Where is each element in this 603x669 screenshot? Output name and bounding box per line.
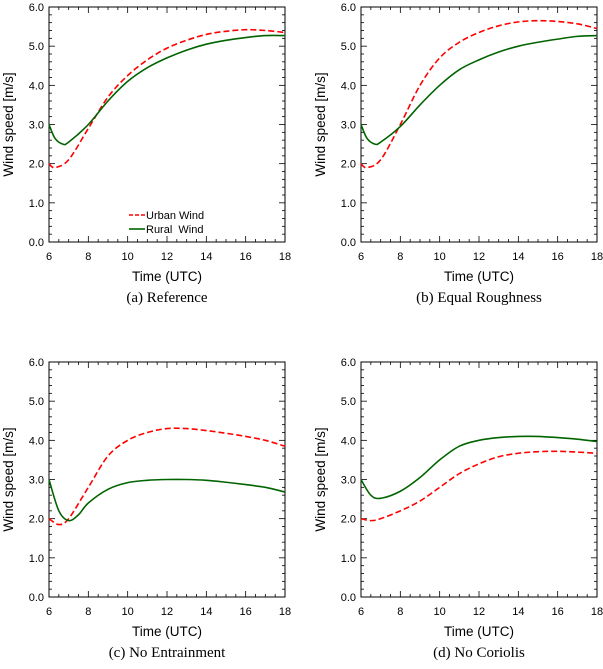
x-tick-label: 6 [358,606,364,618]
plot-frame [48,6,286,243]
x-tick-label: 18 [591,251,603,263]
y-tick-label: 6.0 [29,2,44,14]
x-tick-label: 16 [240,251,252,263]
y-tick-label: 1.0 [341,553,356,565]
panel-c: 6 8 10 12 14 16 18 0.0 1.0 2.0 3.0 4.0 5.0 6.0 Time (U… [1,357,291,661]
y-tick-label: 3.0 [341,475,356,487]
legend-rural-label: Rural Wind [146,224,203,236]
y-tick-label: 6.0 [29,357,44,369]
panel-caption: (d) No Coriolis [433,645,525,661]
rural-wind-line [360,34,598,146]
x-tick-label: 16 [552,606,564,618]
panel-b: 6 8 10 12 14 16 18 0.0 1.0 2.0 3.0 4.0 5.0 6.0 Time (U… [313,2,603,306]
plot-frame [360,361,598,598]
x-tick-label: 16 [240,606,252,618]
x-tick-label: 10 [434,251,446,263]
y-axis-label: Wind speed [m/s] [313,72,328,176]
x-tick-label: 10 [122,606,134,618]
x-axis-label: Time (UTC) [444,624,514,639]
x-tick-label: 10 [122,251,134,263]
x-tick-label: 14 [512,606,524,618]
x-tick-label: 12 [161,606,173,618]
x-tick-label: 18 [279,251,291,263]
plot-frame [360,6,598,243]
y-tick-label: 2.0 [341,514,356,526]
y-tick-label: 5.0 [341,41,356,53]
y-tick-label: 0.0 [341,237,356,249]
urban-wind-line [360,450,598,522]
x-tick-label: 8 [85,606,91,618]
panel-d: 6 8 10 12 14 16 18 0.0 1.0 2.0 3.0 4.0 5.0 6.0 Time (U… [313,357,603,661]
x-axis-label: Time (UTC) [132,269,202,284]
x-tick-label: 6 [46,606,52,618]
y-tick-label: 4.0 [29,80,44,92]
y-tick-label: 6.0 [341,357,356,369]
x-tick-label: 12 [473,606,485,618]
y-axis-label: Wind speed [m/s] [1,427,16,531]
x-tick-label: 18 [591,606,603,618]
x-axis-label: Time (UTC) [132,624,202,639]
x-tick-label: 12 [161,251,173,263]
panel-a: 6 8 10 12 14 16 18 0.0 1.0 2.0 3.0 4.0 5.0 6.0 Time (U… [1,2,291,306]
x-tick-label: 6 [46,251,52,263]
y-tick-label: 5.0 [29,396,44,408]
y-tick-label: 3.0 [341,120,356,132]
y-tick-label: 5.0 [341,396,356,408]
y-tick-label: 2.0 [29,159,44,171]
rural-wind-line [48,34,286,146]
panel-caption: (c) No Entrainment [109,645,226,661]
y-tick-label: 1.0 [341,198,356,210]
y-tick-label: 6.0 [341,2,356,14]
x-tick-label: 10 [434,606,446,618]
x-tick-label: 14 [200,606,212,618]
panel-caption: (a) Reference [126,290,208,306]
x-axis-label: Time (UTC) [444,269,514,284]
x-tick-label: 8 [397,251,403,263]
y-tick-label: 0.0 [29,237,44,249]
x-tick-label: 8 [85,251,91,263]
urban-wind-line [360,19,598,169]
rural-wind-line [48,478,286,522]
urban-wind-line [48,28,286,169]
x-tick-label: 18 [279,606,291,618]
y-tick-label: 3.0 [29,475,44,487]
legend-urban-label: Urban Wind [146,210,204,222]
x-tick-label: 16 [552,251,564,263]
rural-wind-line [360,435,598,500]
panel-caption: (b) Equal Roughness [416,290,542,306]
x-tick-label: 8 [397,606,403,618]
x-tick-label: 14 [200,251,212,263]
y-tick-label: 1.0 [29,198,44,210]
x-tick-label: 6 [358,251,364,263]
y-tick-label: 2.0 [29,514,44,526]
y-tick-label: 3.0 [29,120,44,132]
y-tick-label: 4.0 [341,80,356,92]
y-tick-label: 2.0 [341,159,356,171]
y-tick-label: 5.0 [29,41,44,53]
y-tick-label: 4.0 [29,435,44,447]
x-tick-label: 14 [512,251,524,263]
y-tick-label: 1.0 [29,553,44,565]
urban-wind-line [48,427,286,526]
y-tick-label: 0.0 [29,592,44,604]
y-tick-label: 4.0 [341,435,356,447]
x-tick-label: 12 [473,251,485,263]
y-axis-label: Wind speed [m/s] [1,72,16,176]
y-axis-label: Wind speed [m/s] [313,427,328,531]
y-tick-label: 0.0 [341,592,356,604]
